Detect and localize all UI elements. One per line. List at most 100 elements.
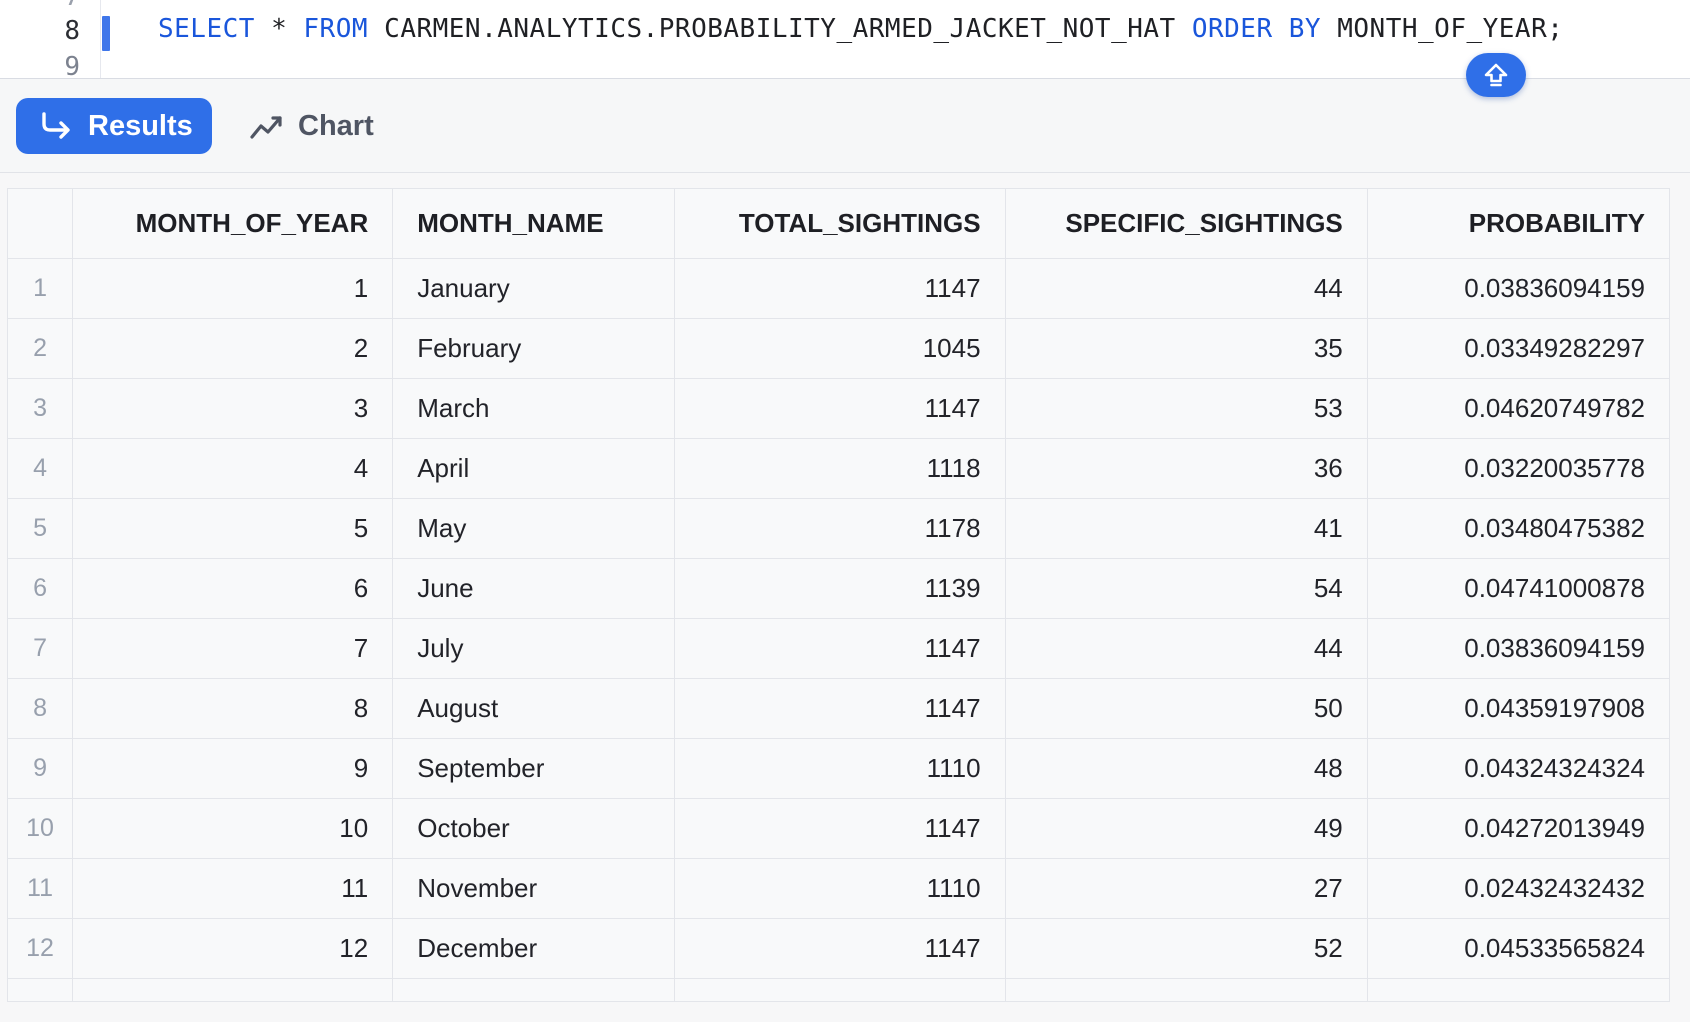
- table-row[interactable]: 4 4 April 1118 36 0.03220035778: [7, 438, 1670, 499]
- row-number[interactable]: 4: [7, 438, 74, 499]
- cell-probability[interactable]: 0.04324324324: [1366, 738, 1670, 799]
- row-number[interactable]: 6: [7, 558, 74, 619]
- cell-month-name[interactable]: May: [392, 498, 676, 559]
- cell-month-of-year[interactable]: 3: [72, 378, 394, 439]
- cell-probability[interactable]: 0.04533565824: [1366, 918, 1670, 979]
- row-number[interactable]: 11: [7, 858, 74, 919]
- cell-total-sightings[interactable]: 1139: [674, 558, 1006, 619]
- table-row[interactable]: 7 7 July 1147 44 0.03836094159: [7, 618, 1670, 679]
- table-row[interactable]: 2 2 February 1045 35 0.03349282297: [7, 318, 1670, 379]
- cell-probability[interactable]: 0.04620749782: [1366, 378, 1670, 439]
- cell-month-name[interactable]: December: [392, 918, 676, 979]
- cell-month-name[interactable]: January: [392, 258, 676, 319]
- cell-month-name[interactable]: June: [392, 558, 676, 619]
- cell-total-sightings[interactable]: 1178: [674, 498, 1006, 559]
- cell-month-name[interactable]: February: [392, 318, 676, 379]
- results-grid[interactable]: MONTH_OF_YEAR MONTH_NAME TOTAL_SIGHTINGS…: [7, 188, 1670, 1022]
- line-number: 9: [64, 52, 80, 79]
- cell-probability[interactable]: 0.02432432432: [1366, 858, 1670, 919]
- cell-month-name[interactable]: August: [392, 678, 676, 739]
- cell-specific-sightings[interactable]: 50: [1004, 678, 1368, 739]
- row-number[interactable]: 3: [7, 378, 74, 439]
- row-number[interactable]: 1: [7, 258, 74, 319]
- cell-month-of-year[interactable]: 9: [72, 738, 394, 799]
- cell-probability[interactable]: 0.03836094159: [1366, 258, 1670, 319]
- scroll-to-top-button[interactable]: [1466, 53, 1526, 97]
- row-number[interactable]: 2: [7, 318, 74, 379]
- cell-total-sightings[interactable]: 1118: [674, 438, 1006, 499]
- cell-month-name[interactable]: March: [392, 378, 676, 439]
- tab-chart[interactable]: Chart: [248, 98, 374, 154]
- cell-month-of-year[interactable]: 6: [72, 558, 394, 619]
- cell-month-name[interactable]: September: [392, 738, 676, 799]
- cell-month-name[interactable]: November: [392, 858, 676, 919]
- cell-total-sightings[interactable]: 1110: [674, 738, 1006, 799]
- table-row[interactable]: 5 5 May 1178 41 0.03480475382: [7, 498, 1670, 559]
- cell-month-of-year[interactable]: 10: [72, 798, 394, 859]
- cell-total-sightings[interactable]: 1110: [674, 858, 1006, 919]
- cell-probability[interactable]: 0.04272013949: [1366, 798, 1670, 859]
- tab-results[interactable]: Results: [16, 98, 212, 154]
- cell-total-sightings[interactable]: 1147: [674, 798, 1006, 859]
- cell-specific-sightings[interactable]: 44: [1004, 258, 1368, 319]
- cell-specific-sightings[interactable]: 41: [1004, 498, 1368, 559]
- cell-specific-sightings[interactable]: 27: [1004, 858, 1368, 919]
- table-row[interactable]: 10 10 October 1147 49 0.04272013949: [7, 798, 1670, 859]
- column-header-month-name[interactable]: MONTH_NAME: [392, 188, 676, 259]
- row-number[interactable]: 12: [7, 918, 74, 979]
- row-number[interactable]: 5: [7, 498, 74, 559]
- cell-total-sightings[interactable]: 1147: [674, 618, 1006, 679]
- cell-month-of-year[interactable]: 4: [72, 438, 394, 499]
- line-number: 7: [20, 0, 80, 12]
- cell-month-of-year[interactable]: 7: [72, 618, 394, 679]
- cell-month-name[interactable]: April: [392, 438, 676, 499]
- cell-month-of-year[interactable]: 11: [72, 858, 394, 919]
- cell-total-sightings[interactable]: 1045: [674, 318, 1006, 379]
- row-number[interactable]: 7: [7, 618, 74, 679]
- empty-cell: [1004, 978, 1368, 1002]
- cell-total-sightings[interactable]: 1147: [674, 678, 1006, 739]
- cell-month-of-year[interactable]: 2: [72, 318, 394, 379]
- column-header-specific-sightings[interactable]: SPECIFIC_SIGHTINGS: [1004, 188, 1368, 259]
- column-header-probability[interactable]: PROBABILITY: [1366, 188, 1670, 259]
- cell-month-name[interactable]: October: [392, 798, 676, 859]
- cell-specific-sightings[interactable]: 44: [1004, 618, 1368, 679]
- table-row[interactable]: 3 3 March 1147 53 0.04620749782: [7, 378, 1670, 439]
- table-row[interactable]: 1 1 January 1147 44 0.03836094159: [7, 258, 1670, 319]
- cell-specific-sightings[interactable]: 48: [1004, 738, 1368, 799]
- sql-code-line[interactable]: SELECT * FROM CARMEN.ANALYTICS.PROBABILI…: [158, 14, 1563, 44]
- cell-probability[interactable]: 0.03480475382: [1366, 498, 1670, 559]
- cell-probability[interactable]: 0.03836094159: [1366, 618, 1670, 679]
- cell-probability[interactable]: 0.03220035778: [1366, 438, 1670, 499]
- cell-total-sightings[interactable]: 1147: [674, 918, 1006, 979]
- cell-probability[interactable]: 0.04741000878: [1366, 558, 1670, 619]
- column-header-month-of-year[interactable]: MONTH_OF_YEAR: [72, 188, 394, 259]
- row-number[interactable]: 10: [7, 798, 74, 859]
- empty-cell: [392, 978, 676, 1002]
- row-number[interactable]: 8: [7, 678, 74, 739]
- table-row[interactable]: 9 9 September 1110 48 0.04324324324: [7, 738, 1670, 799]
- cell-probability[interactable]: 0.04359197908: [1366, 678, 1670, 739]
- cell-specific-sightings[interactable]: 49: [1004, 798, 1368, 859]
- cell-specific-sightings[interactable]: 52: [1004, 918, 1368, 979]
- cell-specific-sightings[interactable]: 36: [1004, 438, 1368, 499]
- table-row[interactable]: 11 11 November 1110 27 0.02432432432: [7, 858, 1670, 919]
- cell-month-of-year[interactable]: 5: [72, 498, 394, 559]
- cell-specific-sightings[interactable]: 54: [1004, 558, 1368, 619]
- cell-month-of-year[interactable]: 12: [72, 918, 394, 979]
- row-number[interactable]: 9: [7, 738, 74, 799]
- column-header-total-sightings[interactable]: TOTAL_SIGHTINGS: [674, 188, 1006, 259]
- cell-month-name[interactable]: July: [392, 618, 676, 679]
- cell-month-of-year[interactable]: 8: [72, 678, 394, 739]
- cell-total-sightings[interactable]: 1147: [674, 258, 1006, 319]
- table-row[interactable]: 8 8 August 1147 50 0.04359197908: [7, 678, 1670, 739]
- cell-month-of-year[interactable]: 1: [72, 258, 394, 319]
- cell-specific-sightings[interactable]: 35: [1004, 318, 1368, 379]
- cell-total-sightings[interactable]: 1147: [674, 378, 1006, 439]
- cell-specific-sightings[interactable]: 53: [1004, 378, 1368, 439]
- cell-probability[interactable]: 0.03349282297: [1366, 318, 1670, 379]
- sql-editor[interactable]: 7 8 9 SELECT * FROM CARMEN.ANALYTICS.PRO…: [0, 0, 1690, 79]
- table-row[interactable]: 12 12 December 1147 52 0.04533565824: [7, 918, 1670, 979]
- tab-results-label: Results: [88, 109, 193, 142]
- table-row[interactable]: 6 6 June 1139 54 0.04741000878: [7, 558, 1670, 619]
